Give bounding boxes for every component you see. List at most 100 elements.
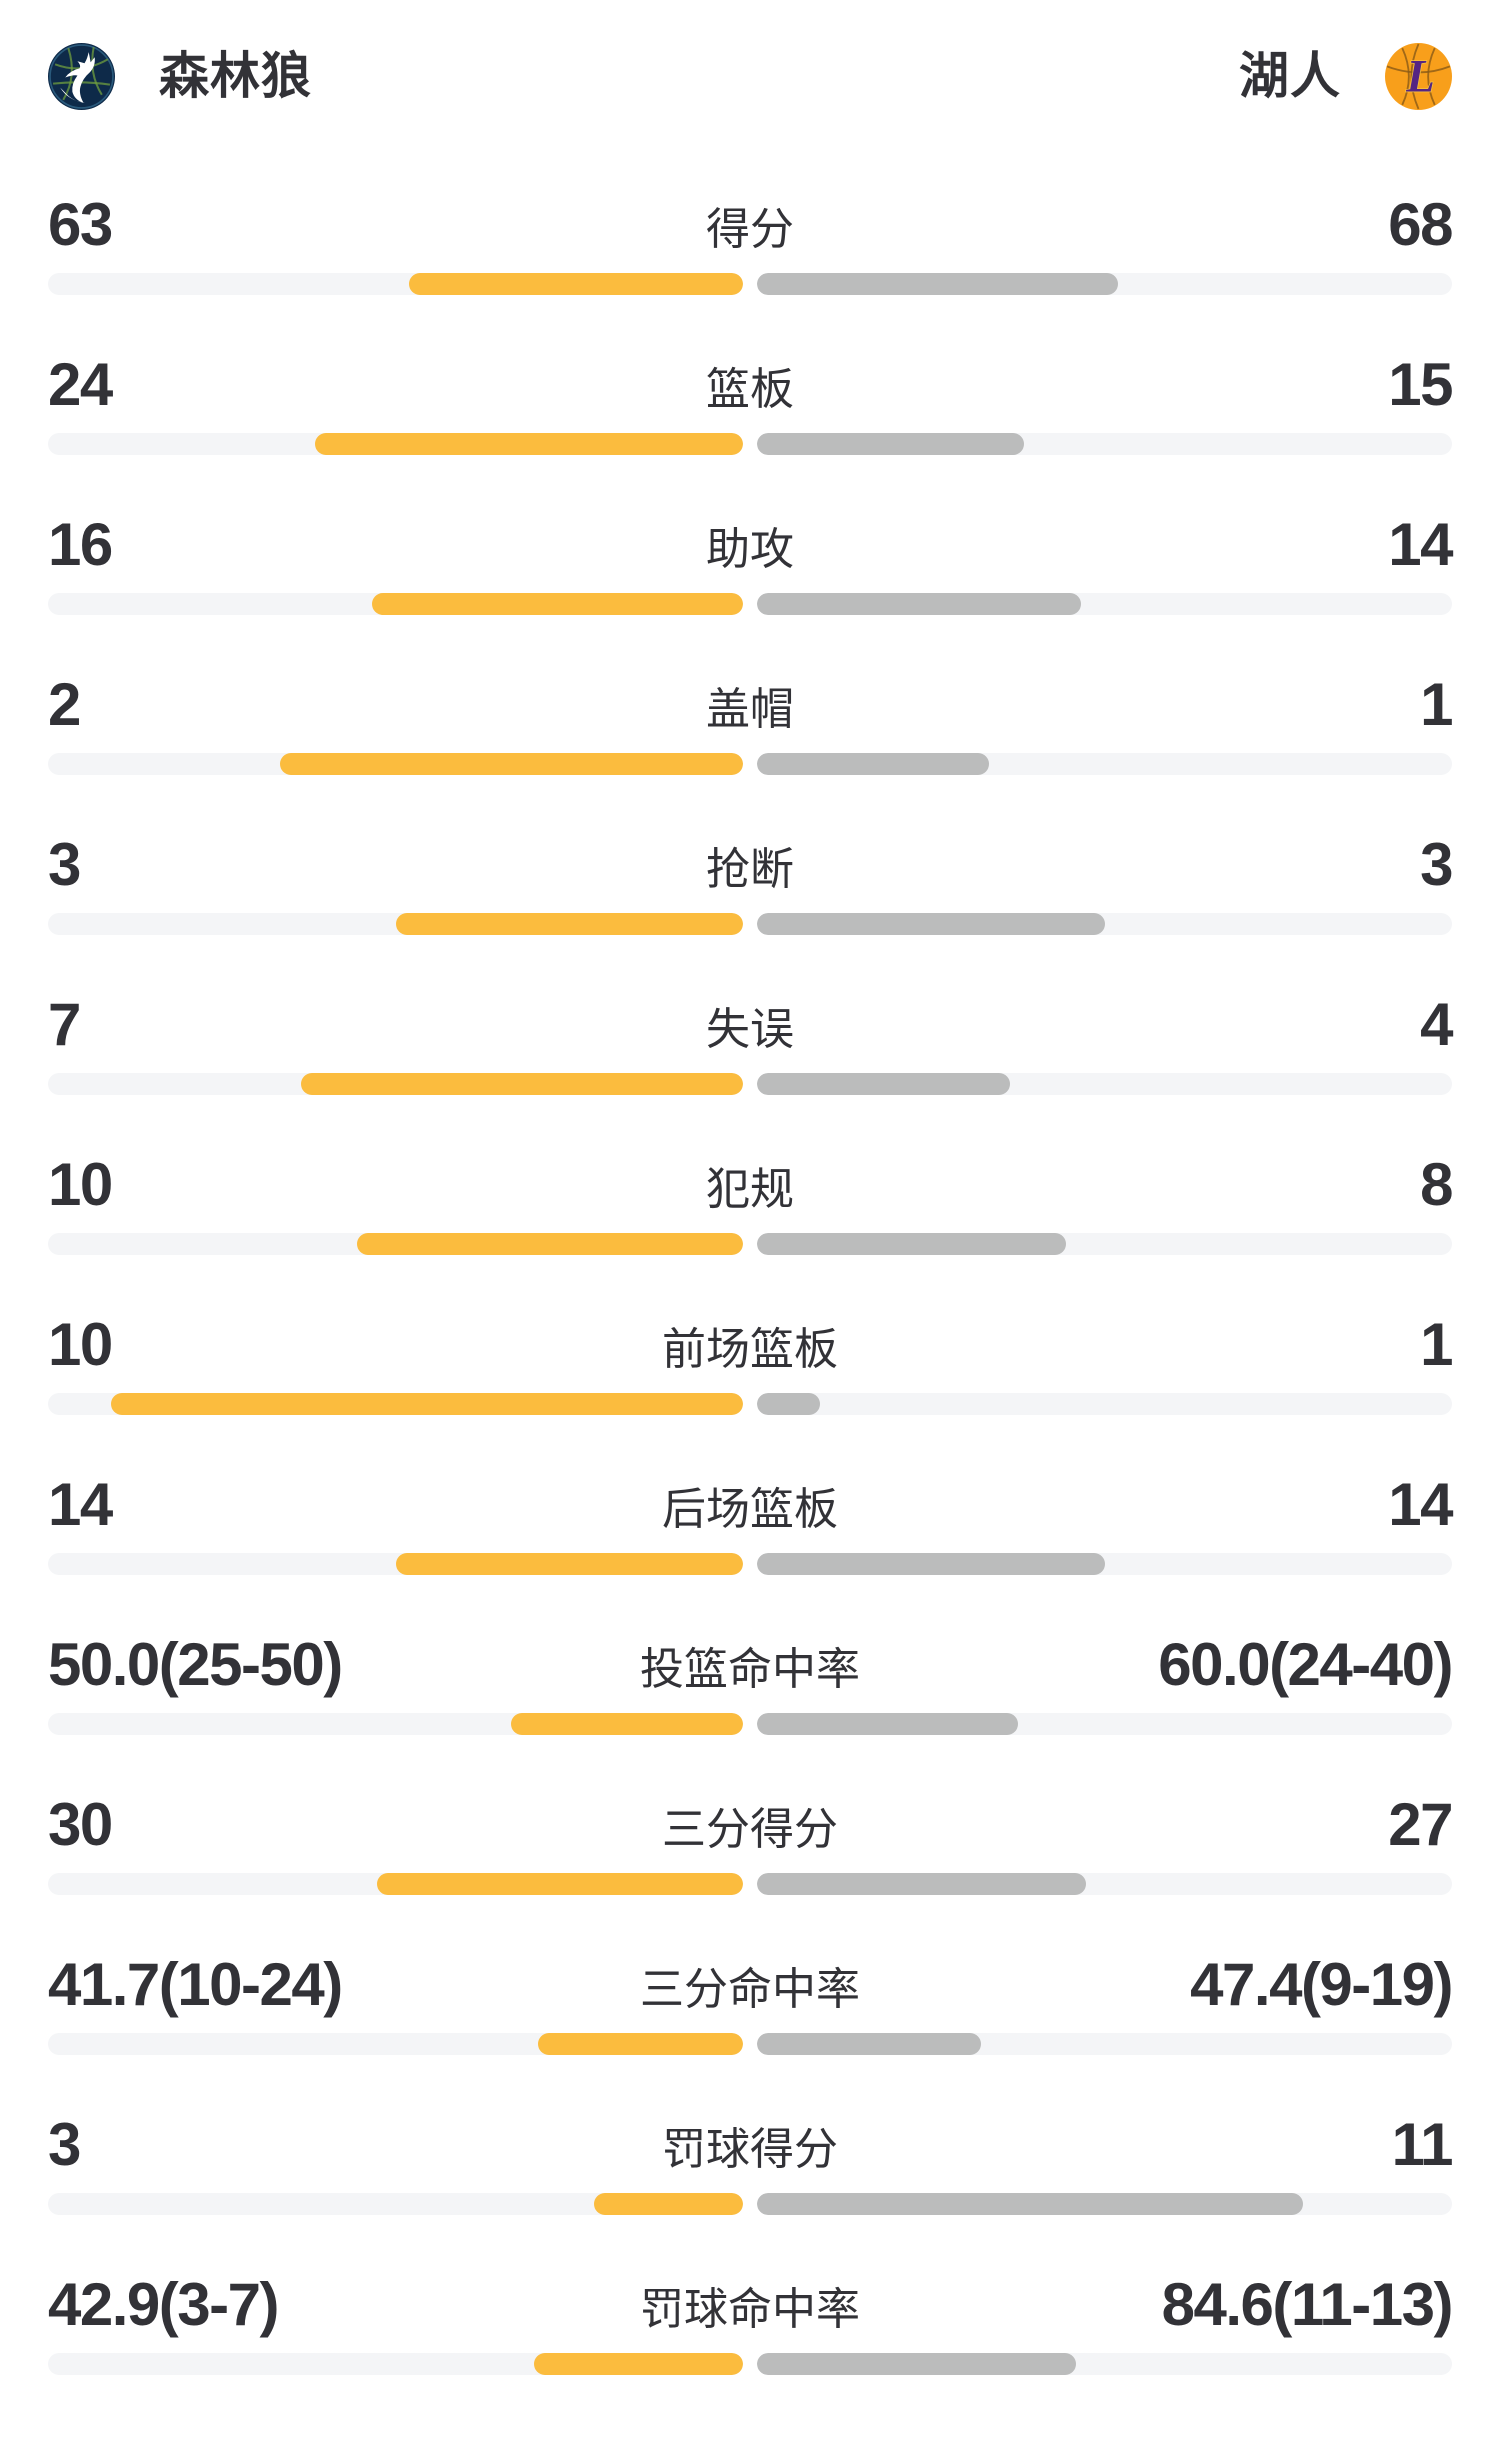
stats-rows: 63 得分 68 24 篮板 15	[48, 188, 1454, 2428]
stat-row: 63 得分 68	[48, 188, 1453, 348]
left-bar-track	[48, 913, 743, 935]
right-value: 15	[1388, 351, 1453, 418]
right-bar-fill	[757, 753, 989, 775]
left-bar-fill	[279, 753, 743, 775]
stat-line: 30 三分得分 27	[48, 1788, 1453, 1862]
stat-row: 2 盖帽 1	[48, 668, 1453, 828]
stat-row: 42.9(3-7) 罚球命中率 84.6(11-13)	[48, 2268, 1454, 2428]
right-value: 47.4(9-19)	[1190, 1951, 1453, 2018]
left-value: 42.9(3-7)	[48, 2271, 279, 2338]
left-bar-track	[48, 1553, 743, 1575]
stat-row: 24 篮板 15	[48, 348, 1453, 508]
stat-line: 10 前场篮板 1	[48, 1308, 1453, 1382]
stat-line: 10 犯规 8	[48, 1148, 1453, 1222]
left-value: 7	[48, 991, 81, 1058]
right-value: 8	[1420, 1151, 1453, 1218]
left-bar-fill	[408, 273, 743, 295]
right-bar-fill	[757, 1713, 1018, 1735]
timberwolves-logo-icon	[48, 43, 115, 110]
stat-row: 41.7(10-24) 三分命中率 47.4(9-19)	[48, 1948, 1453, 2108]
right-bar-track	[757, 273, 1452, 295]
stat-label: 前场篮板	[662, 1325, 838, 1374]
left-value: 14	[48, 1471, 113, 1538]
stat-label: 后场篮板	[662, 1485, 838, 1534]
stat-bars	[48, 1393, 1452, 1415]
stat-label: 篮板	[706, 365, 794, 414]
left-value: 2	[48, 671, 81, 738]
stat-line: 63 得分 68	[48, 188, 1453, 262]
stat-row: 10 犯规 8	[48, 1148, 1453, 1308]
stat-bars	[48, 1233, 1452, 1255]
stat-bars	[48, 273, 1452, 295]
stat-line: 50.0(25-50) 投篮命中率 60.0(24-40)	[48, 1628, 1453, 1702]
right-value: 1	[1420, 1311, 1453, 1378]
stat-row: 16 助攻 14	[48, 508, 1453, 668]
stat-bars	[48, 913, 1452, 935]
left-bar-fill	[534, 2353, 743, 2375]
stat-bars	[48, 753, 1452, 775]
left-bar-track	[48, 1073, 743, 1095]
team-right-name: 湖人	[1239, 48, 1341, 104]
header: 森林狼 湖人 L	[48, 43, 1452, 110]
stat-row: 14 后场篮板 14	[48, 1468, 1453, 1628]
right-bar-fill	[757, 273, 1118, 295]
right-bar-fill	[757, 2033, 981, 2055]
stat-label: 盖帽	[706, 685, 794, 734]
right-bar-track	[757, 2033, 1452, 2055]
stat-bars	[48, 1073, 1452, 1095]
left-bar-fill	[395, 913, 743, 935]
left-value: 63	[48, 191, 113, 258]
stat-bars	[48, 433, 1452, 455]
stat-bars	[48, 1553, 1452, 1575]
right-bar-fill	[757, 913, 1105, 935]
left-bar-fill	[377, 1873, 743, 1895]
team-left-name: 森林狼	[159, 48, 312, 104]
stat-label: 得分	[706, 205, 794, 254]
stat-row: 7 失误 4	[48, 988, 1453, 1148]
left-value: 3	[48, 831, 81, 898]
stat-row: 30 三分得分 27	[48, 1788, 1453, 1948]
right-bar-track	[757, 433, 1452, 455]
stat-label: 三分得分	[662, 1805, 838, 1854]
left-bar-track	[48, 2033, 743, 2055]
right-bar-fill	[757, 2353, 1076, 2375]
stat-bars	[48, 1873, 1452, 1895]
left-bar-track	[48, 1233, 743, 1255]
right-value: 11	[1391, 2111, 1454, 2178]
stat-line: 7 失误 4	[48, 988, 1453, 1062]
left-bar-track	[48, 1393, 743, 1415]
right-value: 84.6(11-13)	[1161, 2271, 1454, 2338]
stat-line: 3 抢断 3	[48, 828, 1453, 902]
right-bar-fill	[757, 1393, 821, 1415]
stat-bars	[48, 2033, 1452, 2055]
right-bar-track	[757, 593, 1452, 615]
left-value: 30	[48, 1791, 113, 1858]
left-bar-fill	[511, 1713, 743, 1735]
left-bar-track	[48, 1713, 743, 1735]
stat-label: 投篮命中率	[640, 1645, 860, 1694]
left-bar-track	[48, 2353, 743, 2375]
svg-text:L: L	[1405, 51, 1435, 103]
left-bar-fill	[372, 593, 743, 615]
left-bar-track	[48, 753, 743, 775]
left-value: 3	[48, 2111, 81, 2178]
left-bar-fill	[594, 2193, 743, 2215]
right-bar-fill	[757, 2193, 1304, 2215]
stat-bars	[48, 2353, 1452, 2375]
left-bar-track	[48, 1873, 743, 1895]
stat-line: 16 助攻 14	[48, 508, 1453, 582]
left-bar-track	[48, 2193, 743, 2215]
right-bar-fill	[757, 1553, 1105, 1575]
stat-row: 3 罚球得分 11	[48, 2108, 1454, 2268]
stat-bars	[48, 593, 1452, 615]
stat-label: 抢断	[706, 845, 794, 894]
right-bar-track	[757, 1233, 1452, 1255]
left-bar-fill	[356, 1233, 743, 1255]
stat-line: 3 罚球得分 11	[48, 2108, 1454, 2182]
stat-line: 14 后场篮板 14	[48, 1468, 1453, 1542]
right-bar-fill	[757, 1073, 1010, 1095]
right-bar-track	[757, 1553, 1452, 1575]
right-bar-fill	[757, 1233, 1066, 1255]
stat-row: 50.0(25-50) 投篮命中率 60.0(24-40)	[48, 1628, 1453, 1788]
lakers-logo-icon: L	[1385, 43, 1452, 110]
